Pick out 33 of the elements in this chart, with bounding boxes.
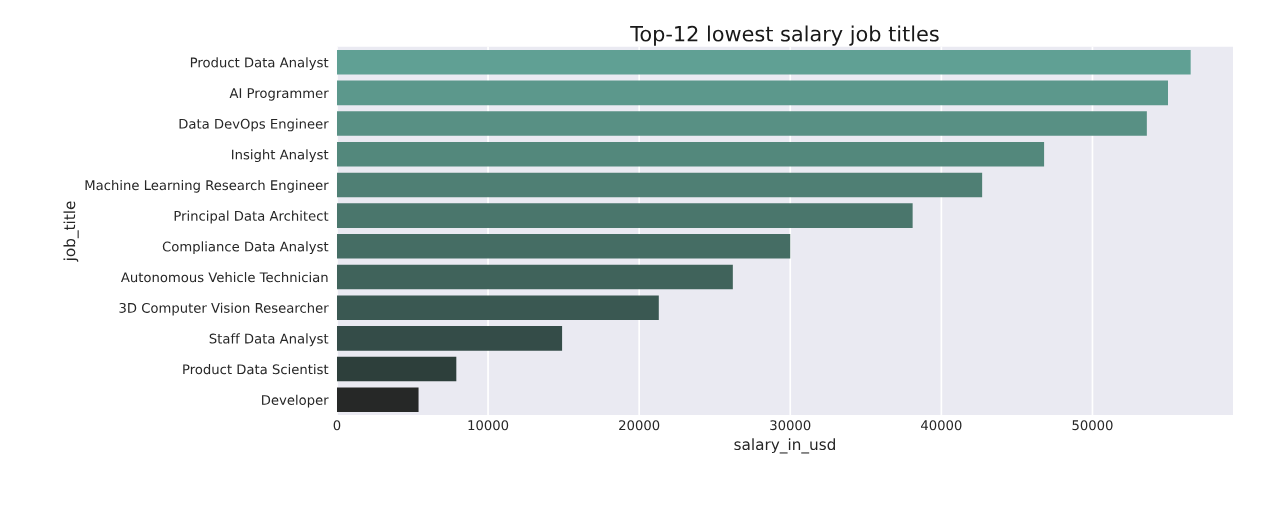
bar	[336, 141, 1045, 167]
y-tick-label: Product Data Scientist	[183, 364, 329, 375]
x-tick-label: 50000	[1072, 420, 1113, 431]
bar	[336, 264, 733, 290]
y-tick-label: Autonomous Vehicle Technician	[120, 271, 328, 283]
bar	[336, 387, 419, 413]
y-tick-label: Insight Analyst	[232, 149, 329, 163]
y-tick-label: Compliance Data Analyst	[162, 241, 329, 255]
bar	[336, 203, 913, 228]
x-tick-label: 30000	[770, 420, 811, 431]
y-tick-label: Staff Data Analyst	[209, 333, 329, 347]
bar	[336, 172, 983, 198]
y-tick-label: AI Programmer	[229, 88, 329, 101]
y-tick-label: Developer	[262, 394, 329, 408]
bar	[336, 80, 1168, 106]
x-tick-label: 0	[333, 420, 341, 431]
x-tick-label: 20000	[619, 420, 660, 431]
x-tick-label: 10000	[468, 420, 509, 431]
y-axis-title: job_title	[63, 201, 79, 262]
y-tick-label: Principal Data Architect	[174, 210, 329, 224]
bar	[336, 356, 457, 382]
y-tick-label: Machine Learning Research Engineer	[85, 179, 329, 193]
bar	[336, 49, 1191, 75]
bar	[336, 111, 1147, 136]
x-axis-title: salary_in_usd	[734, 438, 835, 454]
y-tick-label: Product Data Analyst	[190, 57, 329, 70]
chart-title: Top-12 lowest salary job titles	[630, 25, 939, 46]
y-tick-label: 3D Computer Vision Researcher	[119, 302, 329, 316]
y-tick-label: Data DevOps Engineer	[179, 118, 329, 132]
bar	[336, 234, 791, 259]
x-tick-label: 40000	[921, 420, 962, 431]
bar	[336, 295, 659, 320]
bar	[336, 326, 563, 351]
